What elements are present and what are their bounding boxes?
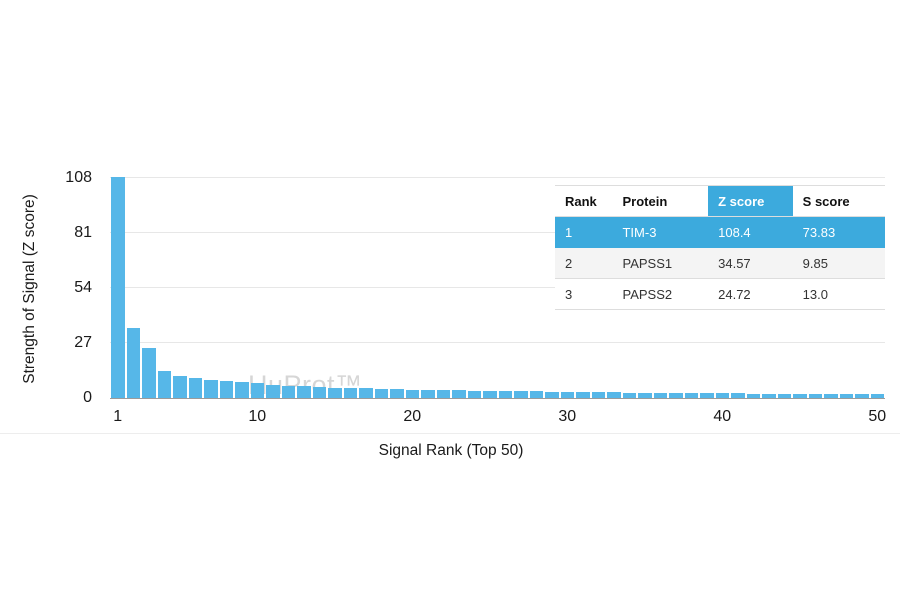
plot-area: HuProt™ [110, 177, 885, 400]
cell-protein: PAPSS1 [612, 247, 709, 279]
cell-s: 13.0 [792, 278, 885, 310]
bar-rank-15 [328, 387, 342, 398]
cell-rank: 2 [555, 247, 613, 279]
bar-rank-1 [111, 177, 125, 398]
bar-rank-9 [235, 381, 249, 398]
bar-rank-30 [560, 391, 574, 398]
bar-rank-46 [808, 393, 822, 398]
bar-rank-27 [514, 391, 528, 398]
bar-rank-49 [855, 394, 869, 398]
bar-rank-2 [126, 327, 140, 398]
bar-rank-11 [266, 384, 280, 398]
x-tick-label: 10 [248, 408, 267, 425]
x-tick-label: 1 [113, 408, 123, 425]
bar-rank-29 [545, 391, 559, 398]
bar-rank-18 [374, 388, 388, 398]
header-z-score: Z score [708, 185, 793, 217]
bar-rank-42 [746, 393, 760, 398]
bar-rank-43 [762, 393, 776, 398]
cell-protein: TIM-3 [612, 216, 709, 248]
bar-rank-26 [498, 391, 512, 398]
cell-rank: 1 [555, 216, 613, 248]
table-row: 3 PAPSS2 24.72 13.0 [555, 278, 885, 310]
cell-s: 73.83 [792, 216, 885, 248]
bar-rank-12 [281, 385, 295, 398]
bar-rank-23 [452, 390, 466, 398]
bar-rank-17 [359, 388, 373, 398]
bar-rank-13 [297, 386, 311, 398]
bar-rank-50 [870, 394, 884, 398]
x-tick-label: 50 [868, 408, 887, 425]
bar-rank-8 [219, 380, 233, 398]
bar-rank-28 [529, 391, 543, 398]
bar-series [110, 177, 885, 398]
bar-rank-20 [405, 389, 419, 398]
bar-rank-10 [250, 383, 264, 398]
bar-rank-7 [204, 379, 218, 398]
y-tick-label: 54 [74, 279, 92, 296]
table-row: 2 PAPSS1 34.57 9.85 [555, 247, 885, 279]
bar-rank-24 [467, 390, 481, 398]
x-tick-label: 20 [403, 408, 422, 425]
table-body: 1 TIM-3 108.4 73.83 2 PAPSS1 34.57 9.85 3 PAPSS2 2… [555, 216, 885, 310]
y-tick-label: 81 [74, 224, 92, 241]
gridline [110, 287, 885, 288]
x-tick-label: 40 [713, 408, 732, 425]
bar-rank-22 [436, 390, 450, 398]
y-axis-ticks: 0 27 54 81 108 [58, 169, 102, 406]
bar-rank-35 [638, 392, 652, 398]
bar-rank-5 [173, 376, 187, 398]
gridline [110, 342, 885, 343]
bar-rank-37 [669, 392, 683, 398]
cell-rank: 3 [555, 278, 613, 310]
x-tick-label: 30 [558, 408, 577, 425]
bar-rank-6 [188, 378, 202, 398]
table-row: 1 TIM-3 108.4 73.83 [555, 216, 885, 248]
bar-rank-33 [607, 392, 621, 398]
bar-rank-19 [390, 389, 404, 398]
gridline [110, 232, 885, 233]
cell-s: 9.85 [792, 247, 885, 279]
axis-bottom-rule [0, 433, 900, 434]
y-axis-label: Strength of Signal (Z score) [21, 194, 38, 384]
cell-z: 34.57 [708, 247, 793, 279]
bar-rank-48 [839, 394, 853, 398]
header-rank: Rank [555, 185, 613, 217]
cell-z: 108.4 [708, 216, 793, 248]
header-protein: Protein [612, 185, 709, 217]
bar-rank-32 [591, 392, 605, 398]
bar-rank-4 [157, 371, 171, 398]
bar-rank-36 [653, 392, 667, 398]
table-header-row: Rank Protein Z score S score [555, 185, 885, 217]
x-axis-ticks: 1 10 20 30 40 50 [110, 404, 887, 430]
gridline [110, 177, 885, 178]
y-tick-label: 27 [74, 334, 92, 351]
bar-rank-25 [483, 390, 497, 398]
y-tick-label: 108 [65, 169, 92, 186]
header-s-score: S score [792, 185, 885, 217]
cell-protein: PAPSS2 [612, 278, 709, 310]
top-proteins-table: Rank Protein Z score S score 1 TIM-3 108.4… [555, 185, 885, 310]
bar-rank-45 [793, 393, 807, 398]
bar-rank-38 [684, 393, 698, 398]
bar-rank-21 [421, 390, 435, 398]
y-tick-label: 0 [83, 389, 92, 406]
bar-rank-39 [700, 393, 714, 398]
bar-rank-34 [622, 392, 636, 398]
bar-rank-47 [824, 394, 838, 398]
table-header: Rank Protein Z score S score [555, 185, 885, 217]
bar-rank-14 [312, 387, 326, 398]
bar-rank-40 [715, 393, 729, 398]
bar-rank-41 [731, 393, 745, 398]
bar-rank-44 [777, 393, 791, 398]
cell-z: 24.72 [708, 278, 793, 310]
bar-rank-3 [142, 347, 156, 398]
x-axis-label: Signal Rank (Top 50) [378, 442, 524, 459]
bar-rank-31 [576, 392, 590, 398]
bar-rank-16 [343, 388, 357, 398]
